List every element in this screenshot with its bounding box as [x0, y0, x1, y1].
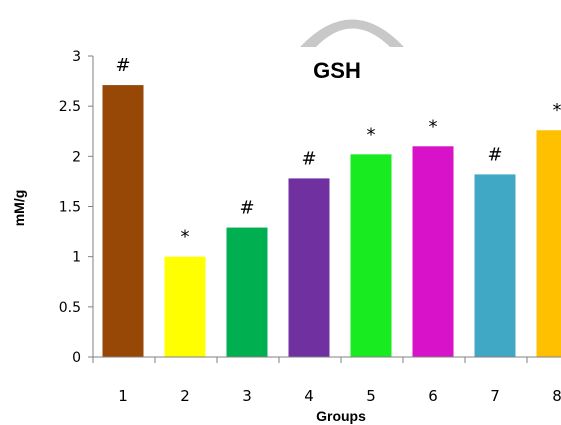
bar-annotation-1: #	[115, 55, 130, 76]
y-axis-title: mM/g	[11, 190, 27, 227]
axes-group: 1 2 3 4 5 6 7 8 0 0.5 1 1.5 2 2.5 3	[59, 49, 561, 405]
bar-annotation-7: #	[487, 144, 502, 165]
bar-group-7	[474, 174, 516, 357]
y-tick-label: 2	[72, 149, 81, 165]
bar-group-6	[412, 146, 454, 357]
y-tick-label: 3	[72, 49, 81, 65]
x-tick-label-4: 4	[304, 387, 314, 405]
bar-group-3	[226, 227, 268, 357]
x-tick-label-1: 1	[118, 387, 128, 405]
x-tick-label-6: 6	[428, 387, 438, 405]
bar-annotation-8: *	[553, 100, 561, 121]
bar-group-8	[536, 130, 561, 357]
bar-annotation-5: *	[367, 124, 376, 145]
bar-annotation-6: *	[429, 116, 438, 137]
bar-annotation-4: #	[301, 148, 316, 169]
bar-annotation-3: #	[239, 198, 254, 219]
x-tick-label-3: 3	[242, 387, 252, 405]
bar-group-2	[164, 256, 206, 357]
x-tick-label-5: 5	[366, 387, 376, 405]
x-tick-label-7: 7	[490, 387, 500, 405]
bars-group: # * # # * * # *	[102, 55, 561, 357]
x-tick-label-8: 8	[552, 387, 561, 405]
chart-title: GSH	[313, 58, 361, 83]
y-tick-label: 1	[72, 250, 81, 266]
x-tick-label-2: 2	[180, 387, 190, 405]
y-tick-label: 1.5	[59, 200, 81, 216]
decorative-arc	[300, 19, 404, 47]
y-tick-label: 2.5	[59, 99, 81, 115]
y-tick-label: 0	[72, 350, 81, 366]
bar-group-1	[102, 85, 144, 357]
y-tick-label: 0.5	[59, 300, 81, 316]
bar-group-4	[288, 178, 330, 357]
bar-annotation-2: *	[181, 227, 190, 248]
x-axis-title: Groups	[316, 408, 366, 424]
bar-group-5	[350, 154, 392, 357]
